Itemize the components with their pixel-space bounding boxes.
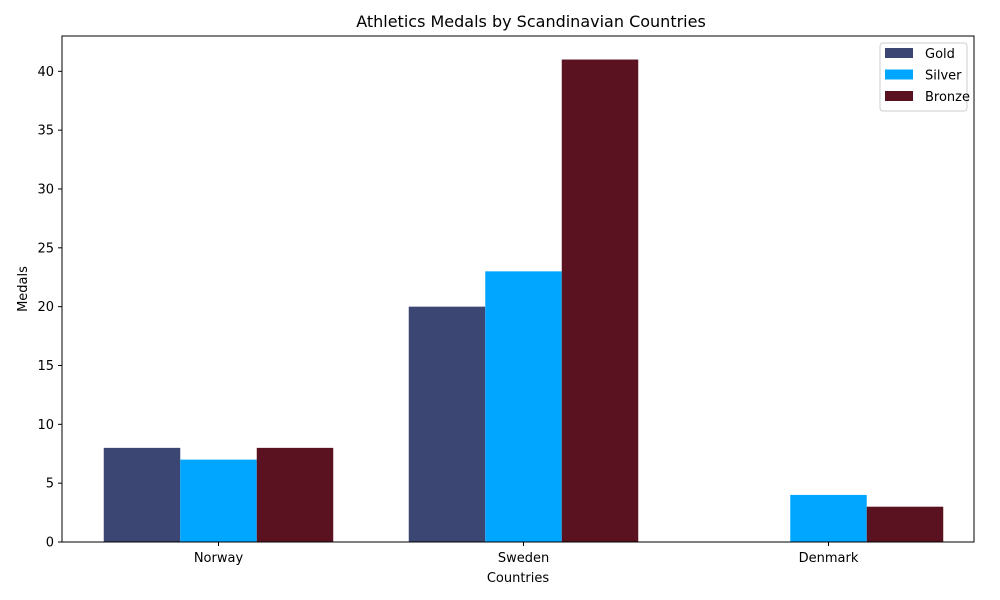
- legend-label-silver: Silver: [925, 69, 962, 84]
- y-tick-label: 20: [37, 300, 54, 315]
- y-tick-label: 25: [37, 241, 54, 256]
- y-tick-label: 0: [46, 536, 54, 551]
- bar-gold-norway: [103, 447, 181, 542]
- legend-swatch-bronze: [885, 91, 913, 101]
- bar-gold-sweden: [408, 306, 486, 542]
- x-tick-label: Norway: [194, 551, 244, 566]
- bar-silver-sweden: [485, 271, 562, 542]
- plot-frame: [61, 35, 975, 543]
- bars-layer: [103, 59, 944, 543]
- bar-silver-norway: [180, 459, 257, 542]
- legend-label-bronze: Bronze: [925, 90, 970, 105]
- y-tick-label: 35: [37, 124, 54, 139]
- bar-bronze-norway: [256, 447, 334, 542]
- legend-swatch-silver: [885, 69, 913, 80]
- chart-title: Athletics Medals by Scandinavian Countri…: [356, 12, 706, 31]
- y-tick-label: 15: [37, 359, 54, 374]
- legend-items: Gold Silver Bronze: [885, 47, 970, 105]
- bar-bronze-denmark: [866, 506, 944, 542]
- x-axis: Norway Sweden Denmark: [194, 542, 859, 566]
- legend-swatch-gold: [885, 48, 913, 58]
- plot-area: 0 5 10 15 20 25 30 35 40 Norway Sweden Denmark: [37, 35, 975, 566]
- legend: Gold Silver Bronze: [879, 42, 970, 112]
- y-tick-label: 10: [37, 418, 54, 433]
- y-axis: 0 5 10 15 20 25 30 35 40: [37, 65, 62, 551]
- y-tick-label: 30: [37, 182, 54, 197]
- x-axis-label: Countries: [487, 571, 550, 586]
- y-tick-label: 5: [46, 477, 54, 492]
- x-tick-label: Sweden: [498, 551, 549, 566]
- bar-silver-denmark: [790, 494, 867, 542]
- bar-bronze-sweden: [561, 59, 639, 543]
- y-tick-label: 40: [37, 65, 54, 80]
- legend-label-gold: Gold: [925, 47, 955, 62]
- x-tick-label: Denmark: [799, 551, 859, 566]
- y-axis-label: Medals: [16, 266, 31, 312]
